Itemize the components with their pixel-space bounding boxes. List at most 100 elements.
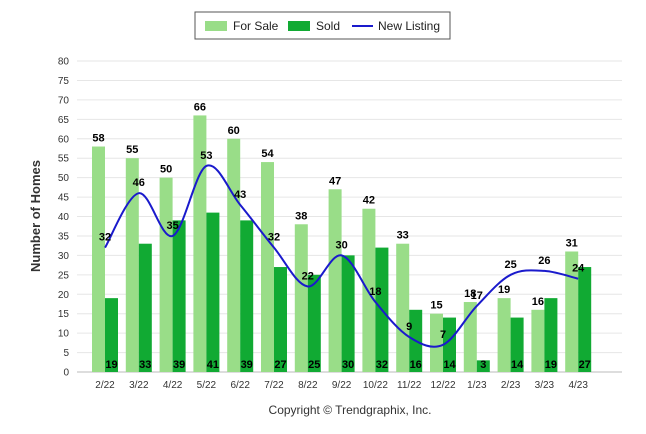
x-tick-label: 3/22 <box>129 380 149 391</box>
bar-sold <box>443 317 456 372</box>
label-new-listing: 18 <box>369 286 381 298</box>
bar-for-sale <box>125 158 139 372</box>
y-tick-label: 40 <box>58 212 70 223</box>
bar-for-sale <box>565 251 579 372</box>
bar-for-sale <box>159 177 173 372</box>
label-new-listing: 43 <box>234 189 246 201</box>
bar-sold <box>206 212 220 372</box>
legend: For Sale Sold New Listing <box>194 11 451 40</box>
label-for-sale: 58 <box>92 133 104 145</box>
label-sold: 27 <box>579 359 591 371</box>
label-for-sale: 19 <box>498 284 510 296</box>
x-tick-label: 4/23 <box>568 380 588 391</box>
bars <box>92 115 592 373</box>
x-tick-label: 11/22 <box>397 380 422 391</box>
label-new-listing: 17 <box>471 290 483 302</box>
y-tick-label: 30 <box>58 251 70 262</box>
label-sold: 39 <box>173 359 185 371</box>
bar-for-sale <box>294 224 308 372</box>
label-sold: 30 <box>342 359 354 371</box>
y-tick-label: 45 <box>58 193 70 204</box>
y-tick-label: 60 <box>58 134 70 145</box>
label-for-sale: 16 <box>532 296 544 308</box>
copyright-text: Copyright © Trendgraphix, Inc. <box>269 403 432 417</box>
label-sold: 32 <box>376 359 388 371</box>
label-for-sale: 50 <box>160 164 172 176</box>
x-tick-label: 3/23 <box>535 380 555 391</box>
label-new-listing: 32 <box>268 232 280 244</box>
label-for-sale: 33 <box>397 230 409 242</box>
y-tick-label: 5 <box>63 348 69 359</box>
legend-swatch-for-sale <box>205 21 227 31</box>
x-tick-label: 9/22 <box>332 380 352 391</box>
y-axis-title: Number of Homes <box>28 160 43 272</box>
label-sold: 25 <box>308 359 320 371</box>
label-sold: 41 <box>207 359 219 371</box>
label-sold: 14 <box>443 359 456 371</box>
y-tick-label: 75 <box>58 76 70 87</box>
label-new-listing: 25 <box>504 259 516 271</box>
label-new-listing: 7 <box>440 329 446 341</box>
y-tick-label: 15 <box>58 309 70 320</box>
y-tick-label: 50 <box>58 173 70 184</box>
y-tick-label: 25 <box>58 270 70 281</box>
bar-for-sale <box>497 298 511 372</box>
bar-for-sale <box>531 309 545 372</box>
y-tick-label: 10 <box>58 329 70 340</box>
bar-sold <box>105 298 118 372</box>
label-for-sale: 54 <box>261 148 274 160</box>
label-sold: 39 <box>241 359 253 371</box>
y-tick-label: 55 <box>58 154 70 165</box>
legend-label-new-listing: New Listing <box>378 19 440 33</box>
bar-for-sale <box>261 162 274 372</box>
label-new-listing: 35 <box>166 220 178 232</box>
x-tick-label: 12/22 <box>430 380 455 391</box>
y-tick-label: 80 <box>58 57 70 68</box>
label-new-listing: 24 <box>572 263 585 275</box>
label-for-sale: 38 <box>295 210 307 222</box>
label-for-sale: 42 <box>363 195 375 207</box>
label-for-sale: 60 <box>228 125 240 137</box>
bar-sold <box>172 220 186 372</box>
x-axis-ticks: 2/22 3/22 4/22 5/22 6/22 7/22 8/22 9/22 10/22 11/… <box>95 380 588 391</box>
label-new-listing: 46 <box>133 177 145 189</box>
bar-sold <box>578 267 592 372</box>
label-sold: 27 <box>274 359 286 371</box>
y-tick-label: 35 <box>58 231 70 242</box>
label-new-listing: 9 <box>406 321 412 333</box>
x-tick-label: 7/22 <box>264 380 284 391</box>
x-tick-label: 6/22 <box>230 380 250 391</box>
label-for-sale: 55 <box>126 144 138 156</box>
x-tick-label: 5/22 <box>197 380 217 391</box>
label-for-sale: 31 <box>566 237 578 249</box>
bar-for-sale <box>430 313 443 372</box>
label-sold: 33 <box>139 359 151 371</box>
x-tick-label: 2/22 <box>95 380 115 391</box>
bar-sold <box>341 255 355 372</box>
new-listing-line-group <box>104 164 579 348</box>
bar-sold <box>510 317 524 372</box>
label-sold: 16 <box>410 359 422 371</box>
label-for-sale: 18 <box>464 288 476 300</box>
y-tick-label: 0 <box>63 368 69 379</box>
legend-box <box>194 11 451 40</box>
x-tick-label: 4/22 <box>163 380 183 391</box>
label-sold: 19 <box>105 359 117 371</box>
y-tick-label: 20 <box>58 290 70 301</box>
bar-for-sale <box>328 189 342 372</box>
label-new-listing: 26 <box>538 255 550 267</box>
label-sold: 19 <box>545 359 557 371</box>
bar-for-sale <box>362 208 376 372</box>
bar-sold <box>274 267 287 372</box>
label-sold: 3 <box>480 359 486 371</box>
label-new-listing: 53 <box>200 150 212 162</box>
y-tick-label: 70 <box>58 95 70 106</box>
label-new-listing: 32 <box>99 232 111 244</box>
x-tick-label: 8/22 <box>298 380 318 391</box>
bar-sold <box>240 220 254 372</box>
label-new-listing: 30 <box>335 239 347 251</box>
label-new-listing: 22 <box>302 270 314 282</box>
label-for-sale: 15 <box>430 300 442 312</box>
bar-sold <box>544 298 558 372</box>
